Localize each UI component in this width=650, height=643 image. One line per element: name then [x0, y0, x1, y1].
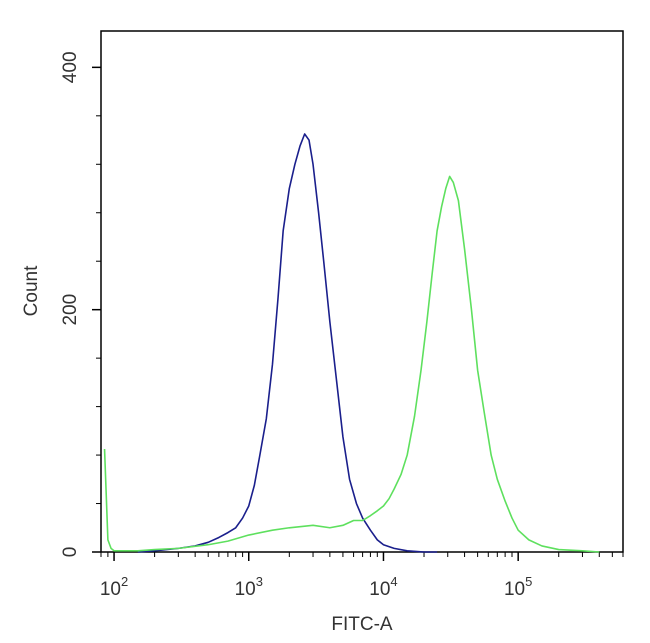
series-layer [103, 133, 600, 553]
x-axis-ticks: 102 103 104 105 [100, 552, 624, 600]
series-line-1 [137, 133, 438, 553]
x-axis-label: FITC-A [331, 614, 393, 635]
series-line-2 [103, 175, 600, 553]
x-tick-label: 105 [504, 574, 532, 600]
plot-frame [100, 30, 624, 553]
y-axis-label: Count [21, 265, 42, 316]
y-tick-label: 400 [60, 51, 81, 83]
x-tick-label: 104 [369, 574, 397, 600]
y-tick-label: 0 [60, 547, 81, 558]
y-axis-ticks: 0 200 400 [60, 51, 101, 557]
x-tick-label: 103 [235, 574, 263, 600]
x-tick-label: 102 [100, 574, 128, 600]
y-tick-label: 200 [60, 294, 81, 326]
